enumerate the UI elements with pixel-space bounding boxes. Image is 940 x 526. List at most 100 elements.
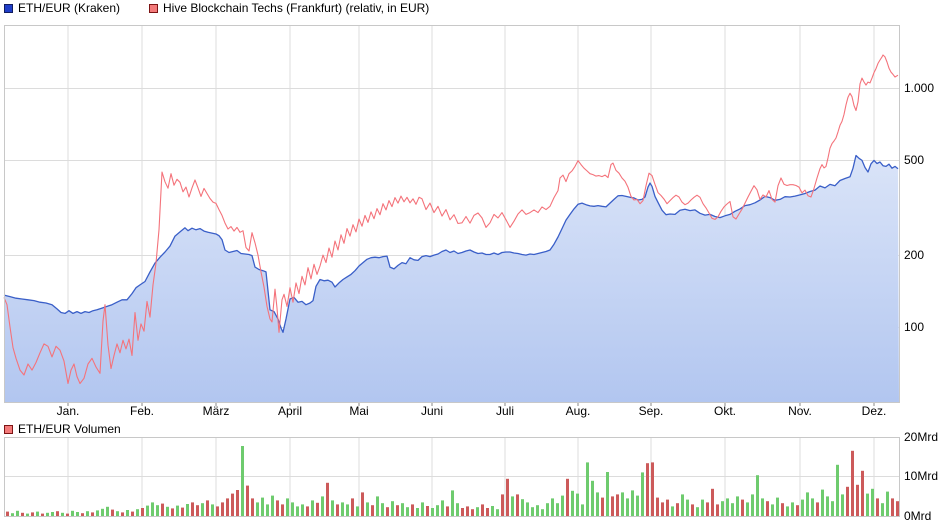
volume-bar [421, 502, 424, 516]
volume-bar [726, 498, 729, 516]
volume-bar [716, 504, 719, 516]
volume-bar [511, 496, 514, 516]
volume-bar [216, 506, 219, 516]
volume-bar [791, 502, 794, 516]
volume-bar [816, 502, 819, 516]
volume-bar [136, 509, 139, 516]
volume-bar [801, 499, 804, 516]
volume-bar [886, 491, 889, 516]
volume-axis-tick-label: 0Mrd [904, 509, 931, 523]
volume-bar [331, 500, 334, 516]
volume-bar [706, 502, 709, 516]
volume-bar [851, 450, 854, 516]
volume-bar [266, 504, 269, 516]
volume-bar [781, 503, 784, 516]
volume-bar [546, 503, 549, 516]
volume-bar [356, 506, 359, 516]
volume-bar [466, 506, 469, 516]
volume-bar [371, 505, 374, 516]
volume-bar [236, 490, 239, 516]
volume-bar [91, 512, 94, 516]
hive-series-label: Hive Blockchain Techs (Frankfurt) (relat… [163, 1, 430, 15]
volume-bar [316, 502, 319, 516]
volume-bar [151, 502, 154, 516]
volume-bar [176, 505, 179, 516]
volume-bar [391, 501, 394, 516]
volume-bar [616, 494, 619, 516]
volume-bar [766, 501, 769, 516]
volume-bar [646, 463, 649, 516]
volume-bar [21, 512, 24, 516]
volume-bar [361, 492, 364, 516]
volume-bar [46, 512, 49, 516]
volume-bar [456, 503, 459, 516]
volume-bar [201, 503, 204, 516]
volume-bar [686, 499, 689, 516]
volume-bar [811, 498, 814, 516]
volume-bar [741, 499, 744, 516]
volume-bar [61, 512, 64, 516]
volume-bar [571, 490, 574, 516]
x-axis-month-label: Dez. [862, 404, 887, 418]
volume-bar [66, 513, 69, 516]
volume-bar [211, 504, 214, 516]
volume-bar [41, 513, 44, 516]
volume-bar [71, 510, 74, 516]
volume-bar [416, 508, 419, 516]
volume-bar [221, 502, 224, 516]
volume-bar [641, 472, 644, 516]
x-axis-month-label: April [278, 404, 302, 418]
legend-item-volume: ETH/EUR Volumen [4, 423, 121, 435]
volume-bar [191, 502, 194, 516]
eth-series-label: ETH/EUR (Kraken) [18, 1, 121, 15]
volume-bar [171, 508, 174, 516]
x-axis-month-label: Juni [421, 404, 443, 418]
volume-bar [531, 507, 534, 516]
volume-bar [701, 499, 704, 516]
volume-bar [256, 502, 259, 516]
volume-bar [471, 509, 474, 516]
volume-bar [756, 475, 759, 516]
volume-bar [576, 493, 579, 516]
volume-bar [626, 498, 629, 516]
volume-bar [141, 508, 144, 516]
volume-bar [36, 511, 39, 516]
volume-bar [636, 495, 639, 516]
volume-bar [461, 508, 464, 516]
volume-bar [271, 495, 274, 516]
volume-bar [476, 507, 479, 516]
volume-bar [601, 497, 604, 516]
volume-bar [516, 494, 519, 516]
plot-borders [4, 25, 900, 517]
volume-bar [596, 492, 599, 516]
volume-bar [586, 462, 589, 516]
volume-bar [761, 498, 764, 516]
volume-bar [896, 501, 899, 516]
volume-bar [556, 503, 559, 516]
volume-bar [731, 503, 734, 516]
volume-bar [846, 486, 849, 516]
volume-bar [691, 504, 694, 516]
volume-bar [251, 498, 254, 516]
y-axis-tick-label: 200 [904, 248, 924, 262]
volume-axis-tick-label: 10Mrd [904, 469, 938, 483]
volume-bar [606, 472, 609, 516]
volume-bar [481, 504, 484, 516]
volume-bar [871, 488, 874, 516]
volume-bar [111, 509, 114, 516]
volume-bar [651, 462, 654, 516]
volume-bar [166, 506, 169, 516]
volume-bar [246, 485, 249, 516]
volume-bar [31, 512, 34, 516]
volume-bar [386, 507, 389, 516]
volume-bar [526, 502, 529, 516]
eth-area-fill [4, 155, 899, 402]
x-axis-month-label: Nov. [788, 404, 812, 418]
volume-bar [876, 498, 879, 516]
volume-bar [346, 504, 349, 516]
volume-series-swatch-icon [4, 424, 13, 434]
volume-bar [56, 511, 59, 516]
volume-bar [826, 496, 829, 516]
